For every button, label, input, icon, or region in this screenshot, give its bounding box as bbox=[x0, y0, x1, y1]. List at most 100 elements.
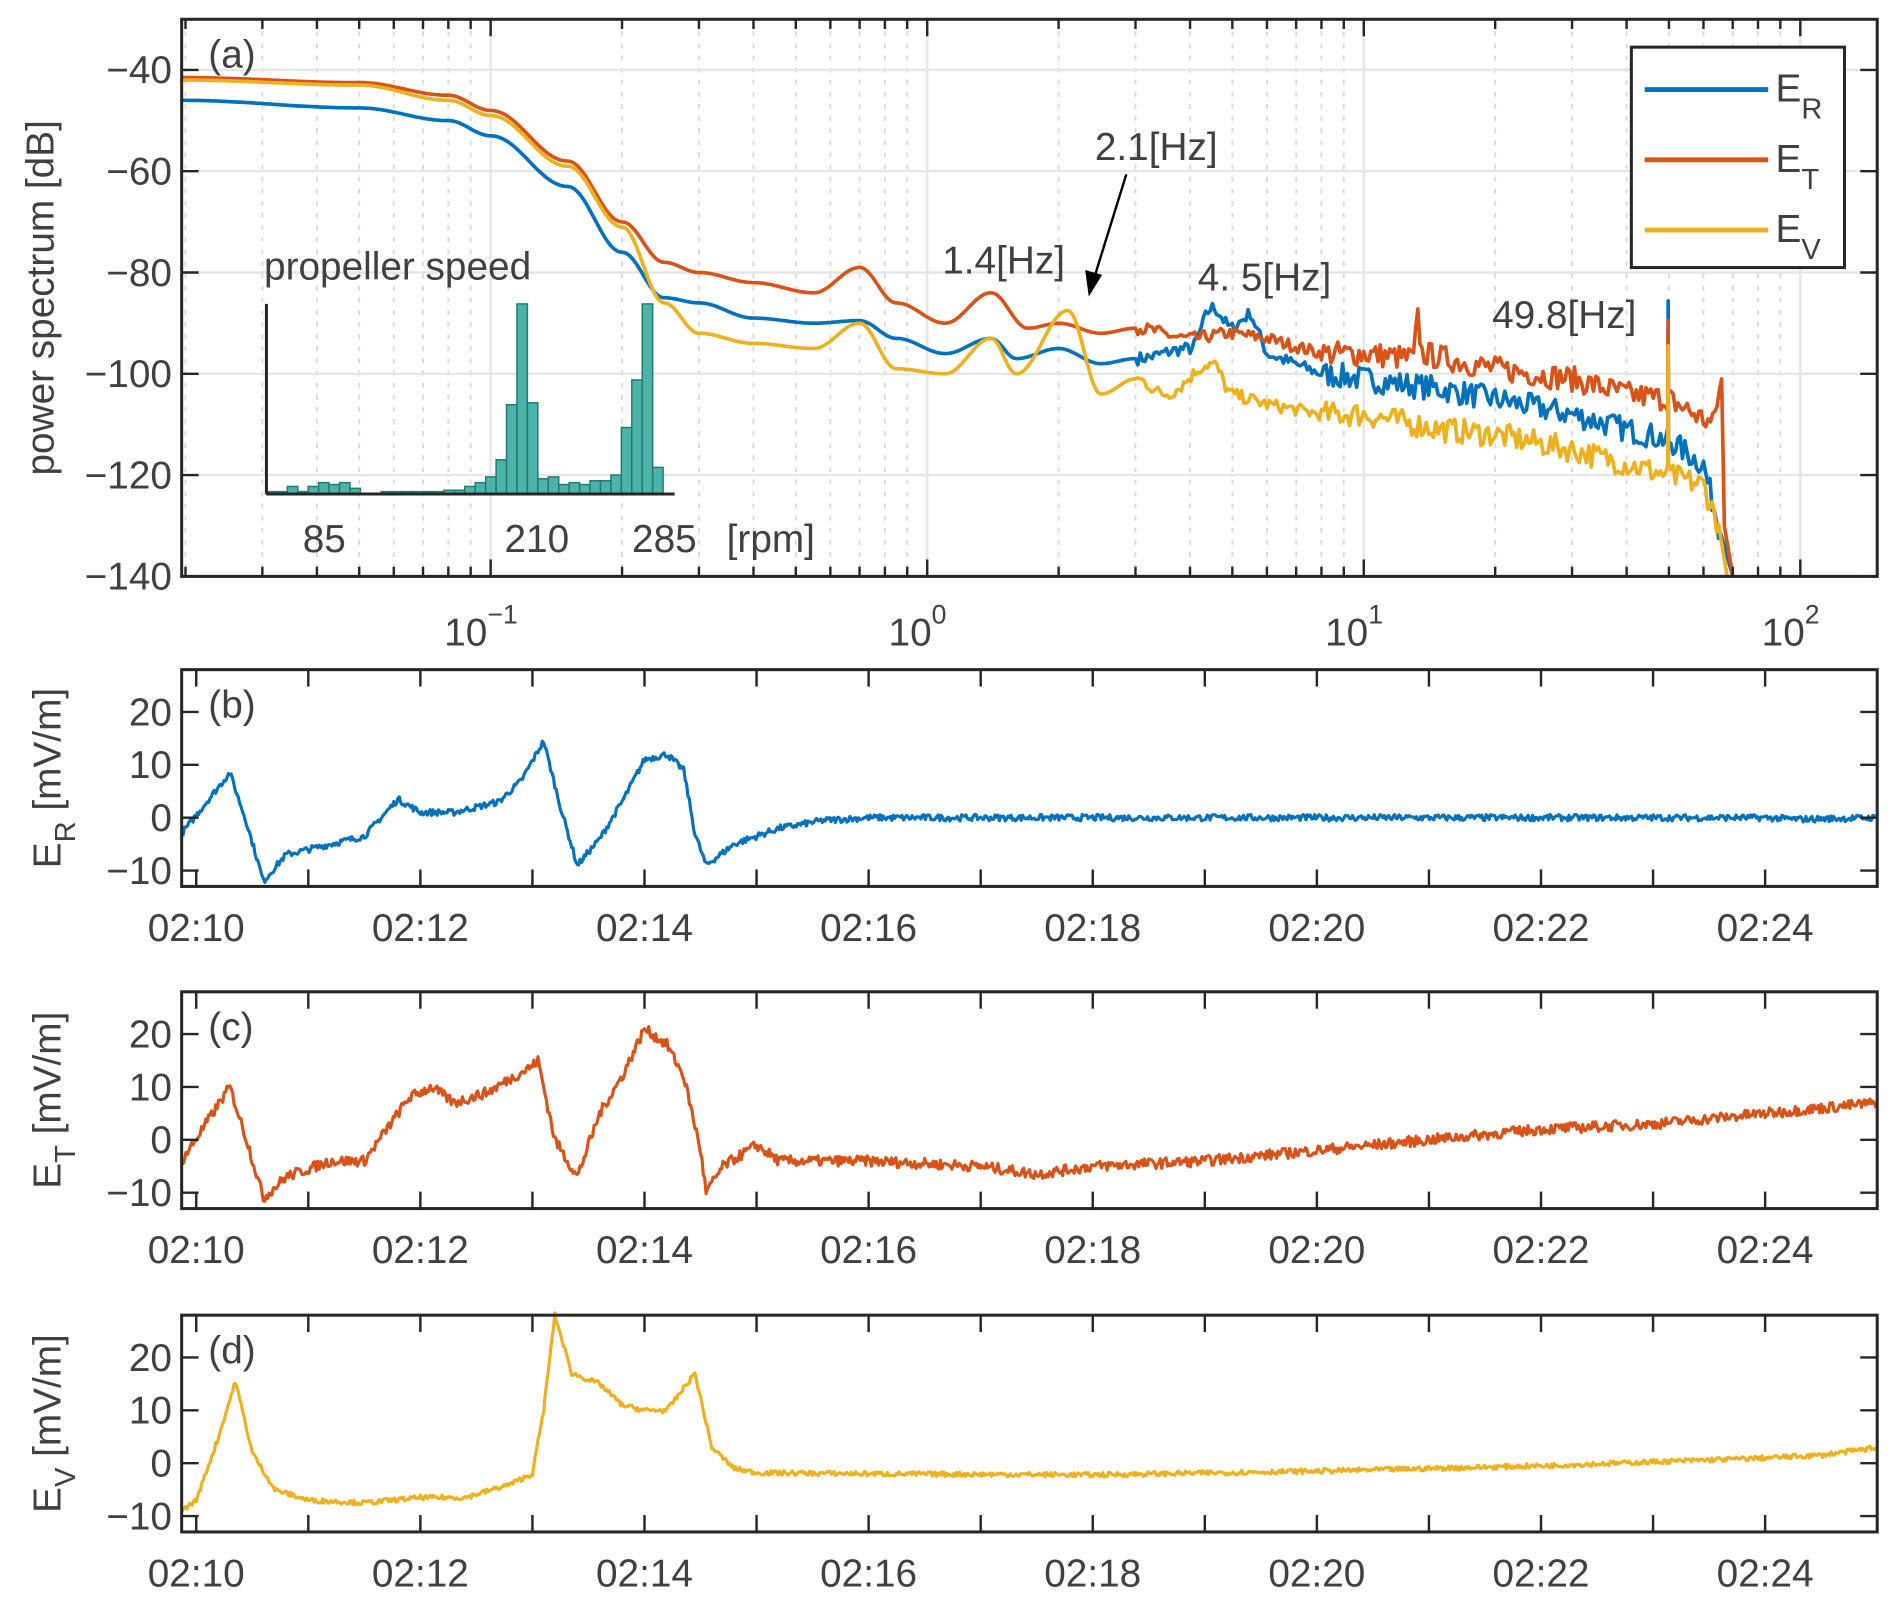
x-tick-label: 02:18 bbox=[1044, 1229, 1141, 1272]
annotation-2-1hz: 2.1[Hz] bbox=[1095, 126, 1218, 169]
y-tick-label: −60 bbox=[106, 151, 172, 194]
ylabel-unit: [mV/m] bbox=[27, 1012, 70, 1145]
histogram-bar bbox=[516, 303, 529, 495]
legend-sub: T bbox=[1801, 164, 1819, 196]
ylabel-main: E bbox=[27, 1487, 70, 1513]
x-tick-label: 02:10 bbox=[148, 1552, 245, 1595]
inset-tick-label: 285 bbox=[632, 518, 697, 561]
series-line-e-t bbox=[181, 75, 1735, 577]
legend-label: ET bbox=[1775, 138, 1819, 196]
x-tick-label: 02:12 bbox=[372, 1229, 469, 1272]
histogram-bar bbox=[547, 476, 560, 495]
legend-main: E bbox=[1775, 138, 1801, 181]
plot-frame bbox=[180, 990, 1879, 1211]
x-tick-label: 02:14 bbox=[596, 1552, 693, 1595]
y-tick-label: 0 bbox=[150, 1119, 172, 1162]
ylabel-sub: T bbox=[50, 1145, 82, 1163]
y-axis-label: ET [mV/m] bbox=[27, 1012, 83, 1189]
panel-label: (b) bbox=[208, 684, 255, 727]
panel-label-a: (a) bbox=[208, 34, 255, 77]
x-tick-label: 02:22 bbox=[1493, 1229, 1590, 1272]
y-tick-label: 0 bbox=[150, 797, 172, 840]
x-tick-label: 02:20 bbox=[1268, 1552, 1365, 1595]
histogram-bar bbox=[651, 466, 664, 495]
y-tick-label: 0 bbox=[150, 1443, 172, 1486]
legend-sub: V bbox=[1801, 234, 1821, 266]
x-tick-label: 02:20 bbox=[1268, 1229, 1365, 1272]
x-tick-label: 02:22 bbox=[1493, 907, 1590, 950]
plot-frame bbox=[180, 1313, 1879, 1534]
x-tick-label: 10−1 bbox=[444, 600, 517, 655]
legend-main: E bbox=[1775, 68, 1801, 111]
y-tick-label: −140 bbox=[85, 556, 172, 599]
histogram-bar bbox=[610, 474, 623, 495]
annotation-1-4hz: 1.4[Hz] bbox=[942, 240, 1065, 283]
y-tick-label: −10 bbox=[106, 1172, 172, 1215]
histogram-bar bbox=[338, 481, 351, 495]
x-tick-label: 02:24 bbox=[1717, 907, 1814, 950]
ylabel-unit: [mV/m] bbox=[27, 688, 70, 821]
x-tick-label: 100 bbox=[889, 600, 947, 655]
tick-exponent: 2 bbox=[1805, 600, 1820, 630]
histogram-bar bbox=[568, 481, 581, 495]
x-tick-label: 101 bbox=[1325, 600, 1383, 655]
y-tick-label: 10 bbox=[129, 744, 172, 787]
series-line bbox=[180, 1024, 1878, 1203]
histogram-bar bbox=[484, 476, 497, 495]
histogram-bar bbox=[317, 481, 330, 495]
histogram-bar bbox=[641, 303, 654, 495]
histogram-bar bbox=[631, 379, 643, 495]
annotation-4-5hz: 4. 5[Hz] bbox=[1198, 257, 1332, 300]
series-line bbox=[180, 1311, 1878, 1513]
y-tick-label: −120 bbox=[85, 454, 172, 497]
ylabel-main: E bbox=[27, 842, 70, 868]
inset-title: propeller speed bbox=[264, 246, 531, 289]
ev-panel: 02:10 02:12 02:14 02:16 02:18 02:20 02:22 02:24… bbox=[27, 1311, 1879, 1595]
x-tick-label: 102 bbox=[1762, 600, 1820, 655]
x-tick-label: 02:24 bbox=[1717, 1229, 1814, 1272]
legend-label: ER bbox=[1775, 68, 1822, 126]
x-tick-label: 02:14 bbox=[596, 1229, 693, 1272]
panel-label: (d) bbox=[208, 1330, 255, 1373]
inset-unit-label: [rpm] bbox=[727, 518, 815, 561]
x-tick-label: 02:12 bbox=[372, 1552, 469, 1595]
y-tick-label: 10 bbox=[129, 1390, 172, 1433]
histogram-bar bbox=[589, 480, 602, 495]
histogram-bar bbox=[620, 426, 633, 495]
spectrum-lines bbox=[181, 75, 1735, 577]
ylabel-main: E bbox=[27, 1163, 70, 1189]
legend-label: EV bbox=[1775, 208, 1821, 266]
tick-base: 10 bbox=[889, 611, 932, 654]
series-line-e-v bbox=[181, 78, 1729, 577]
panel-label: (c) bbox=[208, 1006, 253, 1049]
y-tick-label: 20 bbox=[129, 691, 172, 734]
legend-main: E bbox=[1775, 208, 1801, 251]
tick-exponent: 0 bbox=[932, 600, 947, 630]
inset-tick-label: 85 bbox=[303, 518, 346, 561]
y-axis-label: power spectrum [dB] bbox=[19, 120, 62, 475]
tick-exponent: 1 bbox=[1368, 600, 1383, 630]
ylabel-sub: R bbox=[50, 821, 82, 842]
inset-tick-label: 210 bbox=[505, 518, 570, 561]
plot-frame bbox=[180, 668, 1879, 888]
tick-base: 10 bbox=[1325, 611, 1368, 654]
ylabel-sub: V bbox=[50, 1467, 82, 1487]
er-panel: 02:10 02:12 02:14 02:16 02:18 02:20 02:22 02:24… bbox=[27, 668, 1879, 950]
histogram-bar bbox=[537, 478, 550, 495]
y-tick-label: −80 bbox=[106, 252, 172, 295]
x-tick-label: 02:18 bbox=[1044, 1552, 1141, 1595]
propeller-speed-inset: propeller speed 85 210 285 [rpm] bbox=[264, 246, 815, 561]
y-tick-label: −10 bbox=[106, 850, 172, 893]
x-tick-label: 02:20 bbox=[1268, 907, 1365, 950]
tick-base: 10 bbox=[444, 611, 487, 654]
histogram-bar bbox=[599, 480, 612, 495]
series-line bbox=[180, 739, 1877, 884]
legend-sub: R bbox=[1801, 94, 1822, 126]
series-line-e-r bbox=[181, 98, 1735, 577]
x-tick-label: 02:16 bbox=[820, 1552, 917, 1595]
x-tick-label: 02:10 bbox=[148, 1229, 245, 1272]
x-tick-label: 02:16 bbox=[820, 907, 917, 950]
